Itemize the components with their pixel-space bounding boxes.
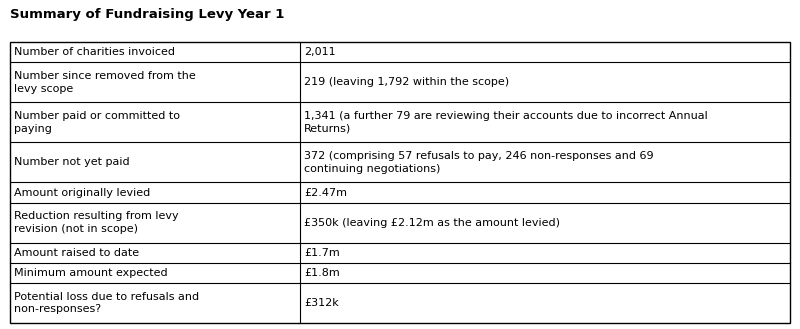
Text: £350k (leaving £2.12m as the amount levied): £350k (leaving £2.12m as the amount levi… [304,218,560,228]
Text: £2.47m: £2.47m [304,188,347,197]
Text: 2,011: 2,011 [304,47,336,57]
Text: Minimum amount expected: Minimum amount expected [14,268,168,278]
Text: 372 (comprising 57 refusals to pay, 246 non-responses and 69
continuing negotiat: 372 (comprising 57 refusals to pay, 246 … [304,151,654,174]
Text: £1.8m: £1.8m [304,268,340,278]
Text: Number paid or committed to
paying: Number paid or committed to paying [14,111,180,134]
Text: Reduction resulting from levy
revision (not in scope): Reduction resulting from levy revision (… [14,211,178,234]
Text: Number since removed from the
levy scope: Number since removed from the levy scope [14,71,196,93]
Text: Potential loss due to refusals and
non-responses?: Potential loss due to refusals and non-r… [14,291,199,314]
Text: Number not yet paid: Number not yet paid [14,158,130,167]
Text: Amount raised to date: Amount raised to date [14,248,139,258]
Text: 1,341 (a further 79 are reviewing their accounts due to incorrect Annual
Returns: 1,341 (a further 79 are reviewing their … [304,111,708,134]
Text: 219 (leaving 1,792 within the scope): 219 (leaving 1,792 within the scope) [304,77,510,87]
Text: Summary of Fundraising Levy Year 1: Summary of Fundraising Levy Year 1 [10,8,284,21]
Text: Number of charities invoiced: Number of charities invoiced [14,47,175,57]
Bar [10,42,790,323]
Text: £312k: £312k [304,298,339,308]
Text: Amount originally levied: Amount originally levied [14,188,150,197]
Text: £1.7m: £1.7m [304,248,340,258]
